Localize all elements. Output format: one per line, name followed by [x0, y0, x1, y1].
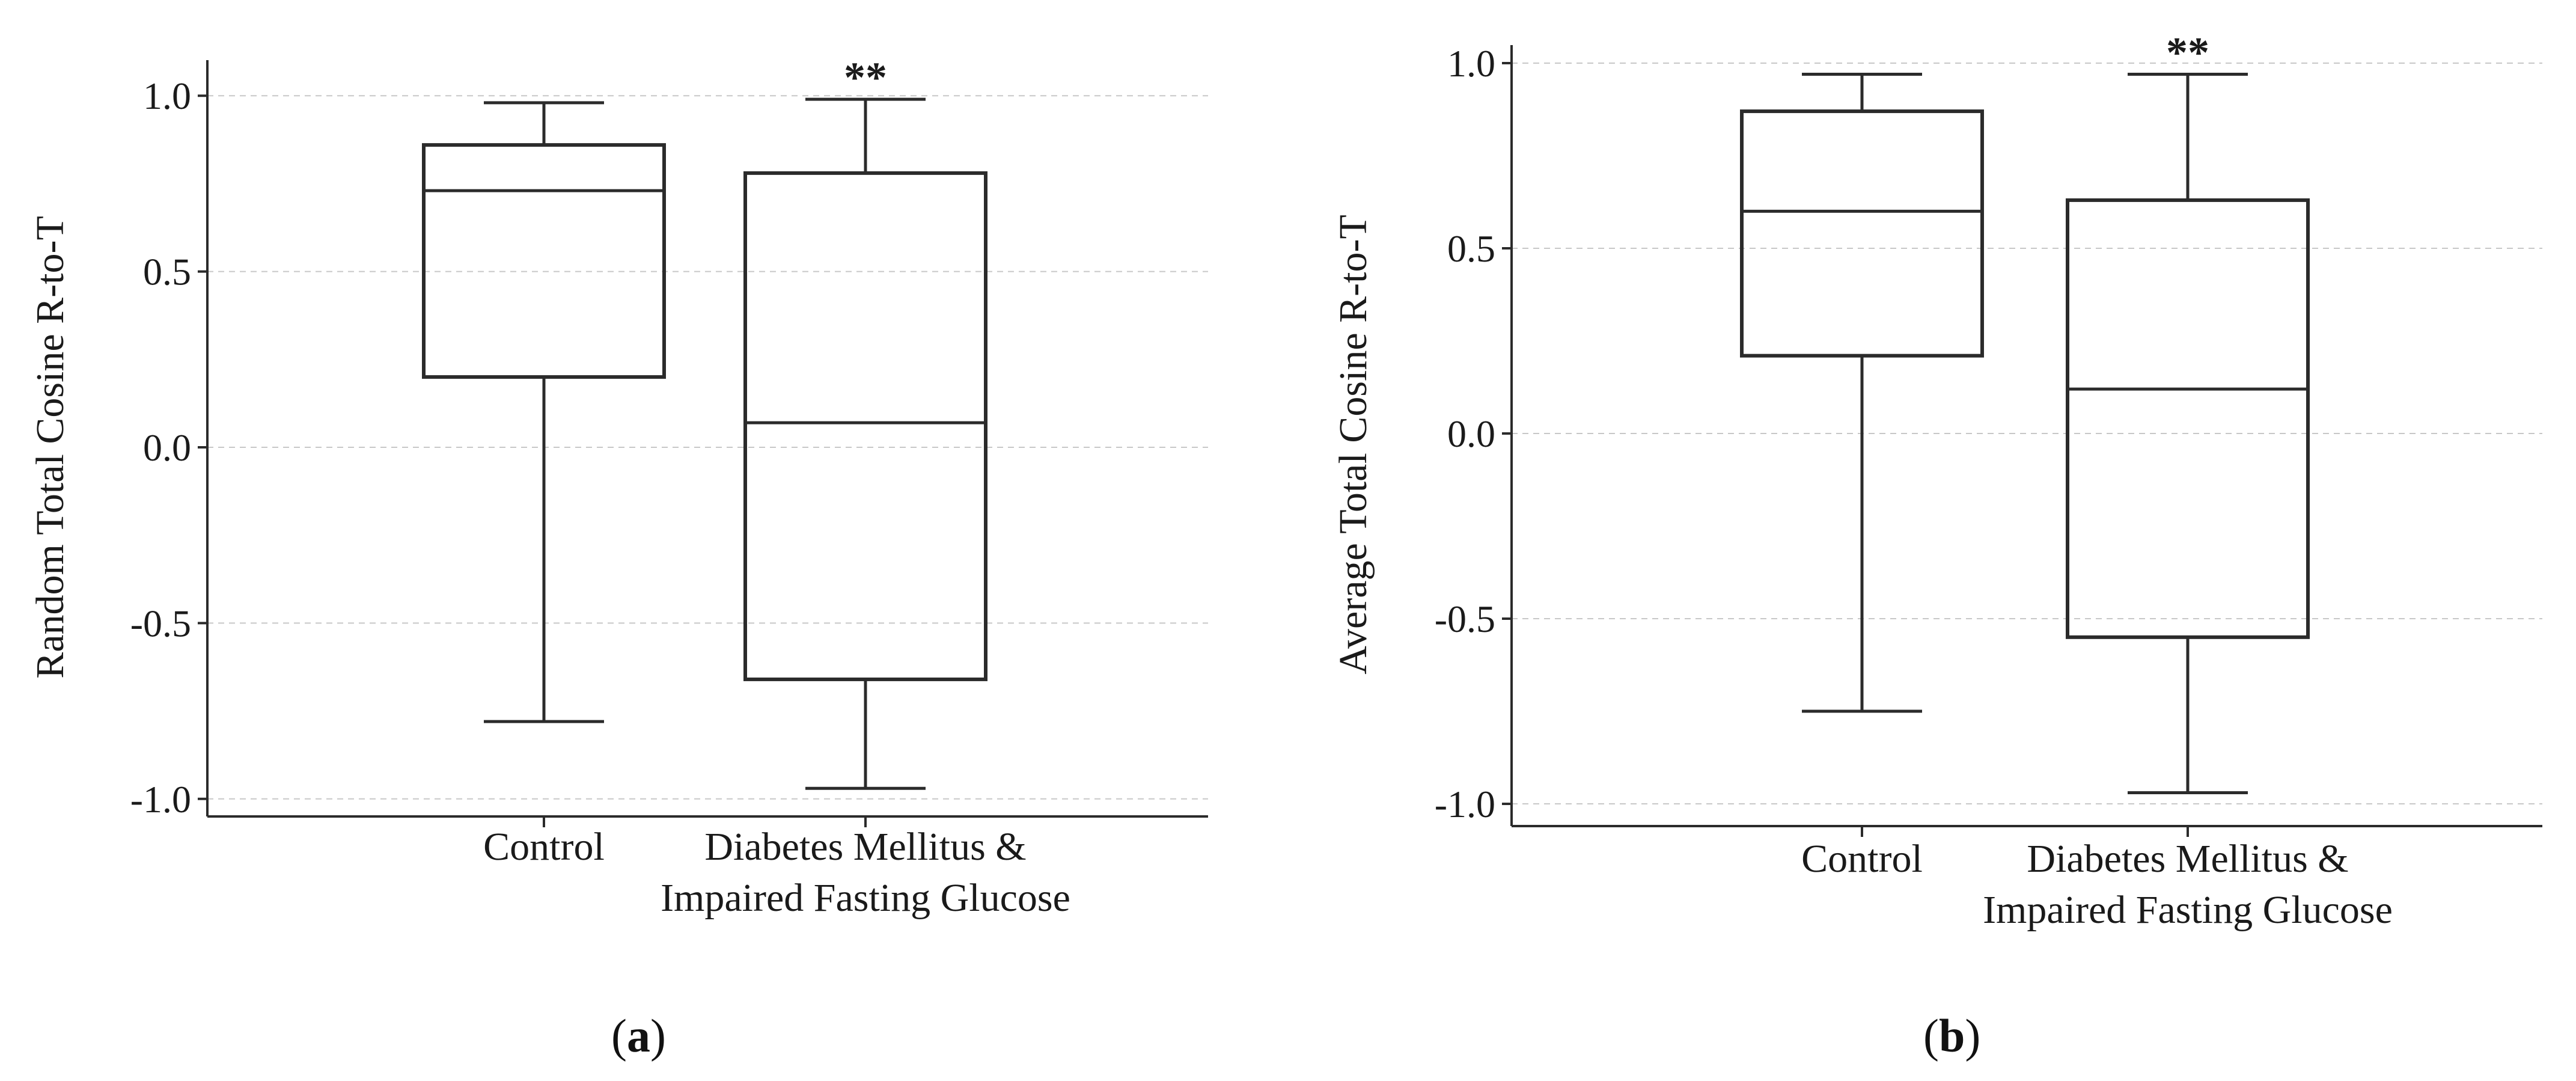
x-tick-label: Diabetes Mellitus & — [704, 825, 1026, 869]
box-plot-0: Control — [1740, 72, 1984, 881]
y-tick-label: 0.0 — [143, 426, 191, 469]
y-tick-label: 0.5 — [143, 251, 191, 293]
box-plot-1: ** Diabetes Mellitus & Impaired Fasting Gl… — [661, 54, 1070, 920]
panel-label-a-text: a — [626, 1009, 650, 1062]
panel-label-b-text: b — [1938, 1009, 1965, 1062]
panel-label-a: (a) — [611, 1009, 666, 1062]
chart-panel-a: 1.0 0.5 0.0 -0.5 -1.0 Random Total Cosine R-t… — [28, 54, 1208, 920]
box-plot-1: ** Diabetes Mellitus & Impaired Fasting Gl… — [1983, 28, 2393, 932]
y-tick-label: 0.5 — [1447, 227, 1495, 270]
y-tick-label: -1.0 — [1435, 783, 1495, 825]
y-tick-label: -0.5 — [130, 602, 191, 645]
iqr-box — [2066, 198, 2310, 639]
iqr-box — [1740, 109, 1984, 358]
y-axis-label: Average Total Cosine R-to-T — [1331, 215, 1375, 675]
iqr-box — [743, 171, 987, 681]
box-plot-0: Control — [422, 101, 666, 869]
iqr-box — [422, 143, 666, 379]
significance-annotation: ** — [844, 54, 887, 102]
chart-panel-b: 1.0 0.5 0.0 -0.5 -1.0 Average Total Cosine R-… — [1331, 28, 2542, 932]
significance-annotation: ** — [2166, 28, 2209, 76]
x-tick-label: Diabetes Mellitus & — [2027, 837, 2348, 881]
y-tick-label: 1.0 — [1447, 42, 1495, 85]
panel-label-b: (b) — [1923, 1009, 1981, 1062]
y-tick-label: 0.0 — [1447, 412, 1495, 455]
y-tick-label: -0.5 — [1435, 598, 1495, 640]
y-tick-label: 1.0 — [143, 75, 191, 117]
x-tick-label: Control — [1801, 837, 1923, 881]
x-tick-label: Control — [483, 825, 605, 869]
y-tick-label: -1.0 — [130, 778, 191, 821]
x-tick-label: Impaired Fasting Glucose — [1983, 888, 2393, 932]
x-tick-label: Impaired Fasting Glucose — [661, 876, 1070, 920]
y-axis-label: Random Total Cosine R-to-T — [28, 216, 72, 679]
